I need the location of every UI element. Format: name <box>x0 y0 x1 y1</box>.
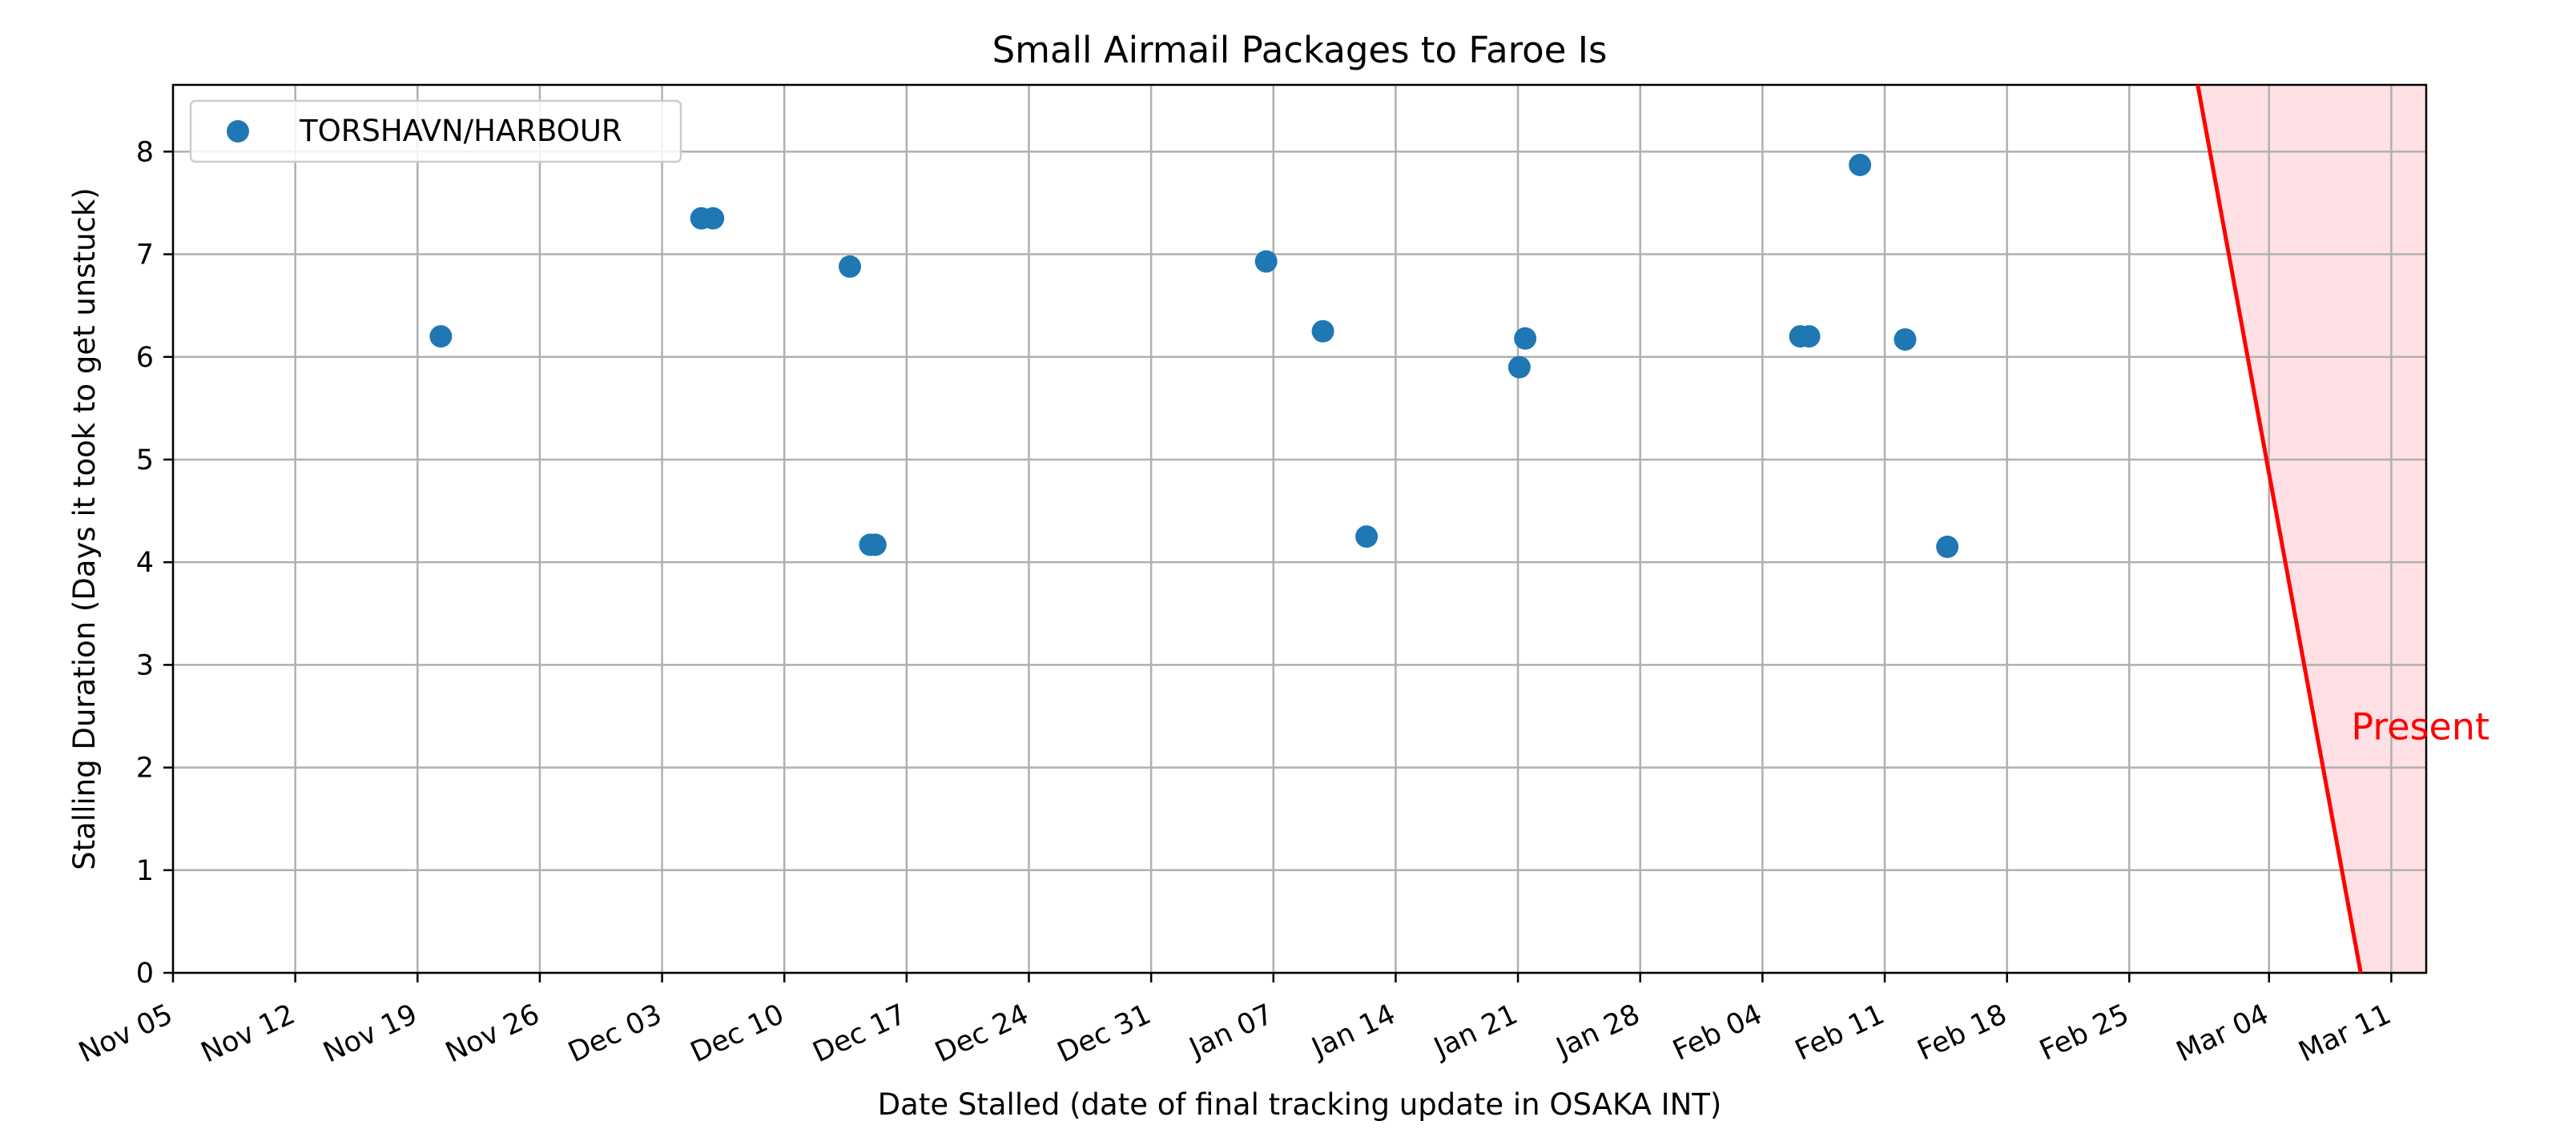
x-tick-label: Mar 11 <box>2294 998 2396 1069</box>
legend-marker <box>227 120 249 143</box>
chart-title: Small Airmail Packages to Faroe Is <box>992 29 1608 71</box>
y-tick-label: 1 <box>136 855 154 887</box>
data-point <box>1849 154 1872 177</box>
x-tick-label: Jan 21 <box>1428 998 1523 1065</box>
x-axis-label: Date Stalled (date of final tracking upd… <box>878 1087 1722 1122</box>
data-point <box>1311 319 1334 343</box>
legend-label: TORSHAVN/HARBOUR <box>299 114 622 148</box>
data-point <box>1355 525 1379 548</box>
data-point <box>838 255 861 278</box>
y-tick-label: 6 <box>136 342 154 374</box>
data-point <box>1254 250 1278 273</box>
data-point <box>1507 356 1531 379</box>
data-point <box>863 533 887 556</box>
y-tick-label: 4 <box>136 547 154 579</box>
y-tick-label: 8 <box>136 136 154 168</box>
present-shaded-region <box>2197 85 2426 973</box>
x-tick-label: Jan 28 <box>1550 998 1644 1065</box>
present-line <box>2196 84 2363 974</box>
data-point <box>1514 327 1537 350</box>
data-point <box>702 207 725 230</box>
present-label: Present <box>2351 705 2489 748</box>
y-tick-label: 5 <box>136 444 154 476</box>
x-tick-label: Dec 31 <box>1053 998 1156 1069</box>
data-point <box>1894 327 1917 351</box>
y-tick-label: 7 <box>136 239 154 271</box>
x-tick-label: Feb 25 <box>2035 998 2135 1067</box>
legend-box <box>189 99 682 163</box>
x-tick-label: Feb 11 <box>1790 998 1890 1067</box>
data-point <box>1936 535 1959 558</box>
x-tick-label: Feb 04 <box>1668 998 1768 1067</box>
x-tick-label: Nov 05 <box>74 998 178 1070</box>
x-tick-label: Jan 14 <box>1306 998 1400 1065</box>
x-tick-label: Dec 10 <box>686 998 789 1069</box>
x-tick-label: Dec 03 <box>564 998 667 1069</box>
y-axis-label: Stalling Duration (Days it took to get u… <box>67 187 102 870</box>
y-tick-label: 2 <box>136 753 154 785</box>
x-tick-label: Nov 26 <box>441 998 544 1070</box>
data-point <box>1797 325 1821 348</box>
y-tick-label: 3 <box>136 649 154 681</box>
x-tick-label: Nov 12 <box>196 998 300 1070</box>
x-tick-label: Dec 24 <box>931 998 1034 1069</box>
x-tick-label: Nov 19 <box>319 998 422 1070</box>
plot-frame <box>171 83 2428 974</box>
x-tick-label: Dec 17 <box>808 998 912 1069</box>
x-tick-label: Feb 18 <box>1913 998 2012 1067</box>
y-tick-label: 0 <box>136 958 154 990</box>
x-tick-label: Jan 07 <box>1184 998 1278 1065</box>
x-tick-label: Mar 04 <box>2171 998 2273 1069</box>
data-point <box>429 325 453 348</box>
